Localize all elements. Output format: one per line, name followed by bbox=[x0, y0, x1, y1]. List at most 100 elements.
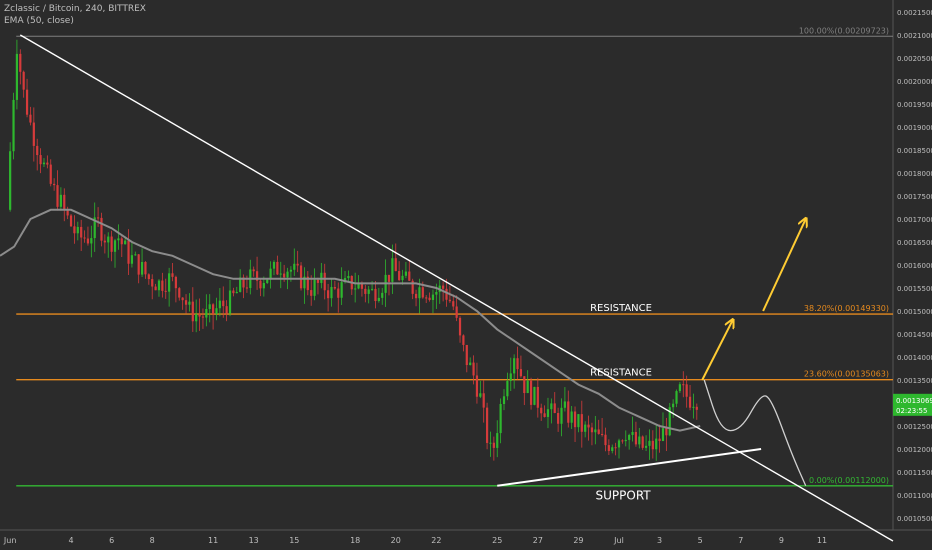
candle-body bbox=[36, 145, 39, 156]
candle-body bbox=[171, 273, 174, 277]
candle-body bbox=[516, 358, 519, 370]
candle-body bbox=[232, 290, 235, 294]
candle-body bbox=[381, 292, 384, 298]
candle-body bbox=[269, 268, 272, 280]
y-tick-label: 0.00135000 bbox=[897, 377, 932, 385]
candle-body bbox=[327, 290, 330, 299]
candle-body bbox=[296, 263, 299, 266]
candle-body bbox=[22, 71, 25, 90]
x-tick-label: 27 bbox=[533, 536, 543, 545]
candle-body bbox=[665, 428, 668, 436]
candle-body bbox=[283, 273, 286, 278]
y-tick-label: 0.00195000 bbox=[897, 101, 932, 109]
candle-body bbox=[107, 236, 110, 243]
candle-body bbox=[536, 386, 539, 408]
candle-body bbox=[658, 438, 661, 442]
candle-body bbox=[313, 279, 316, 296]
candle-body bbox=[117, 238, 120, 241]
resistance-lower-label: RESISTANCE bbox=[590, 367, 652, 378]
candle-body bbox=[69, 215, 73, 227]
candle-body bbox=[628, 434, 631, 440]
candle-body bbox=[255, 271, 259, 281]
candle-body bbox=[222, 300, 225, 307]
candle-body bbox=[540, 407, 543, 414]
candle-body bbox=[685, 384, 688, 397]
y-tick-label: 0.00210000 bbox=[897, 32, 932, 40]
y-tick-label: 0.00150000 bbox=[897, 308, 932, 316]
candle-body bbox=[9, 151, 12, 210]
y-tick-label: 0.00175000 bbox=[897, 193, 932, 201]
candle-body bbox=[567, 401, 570, 423]
candle-body bbox=[404, 271, 408, 276]
candle-body bbox=[239, 277, 242, 292]
candle-body bbox=[482, 393, 485, 408]
candle-body bbox=[228, 290, 232, 314]
candle-body bbox=[354, 288, 357, 290]
candle-body bbox=[303, 276, 306, 289]
candle-body bbox=[655, 438, 658, 450]
y-tick-label: 0.00170000 bbox=[897, 216, 932, 224]
candle-body bbox=[86, 238, 90, 244]
candle-body bbox=[604, 434, 607, 446]
candle-body bbox=[594, 429, 597, 433]
fib-level-label: 38.20%(0.00149330) bbox=[804, 304, 889, 313]
x-tick-label: 5 bbox=[698, 536, 703, 545]
symbol-line: Zclassic / Bitcoin, 240, BITTREX bbox=[4, 4, 146, 14]
candle-body bbox=[49, 164, 52, 184]
candle-body bbox=[621, 440, 624, 442]
candle-body bbox=[83, 237, 86, 239]
candle-body bbox=[127, 240, 130, 264]
candle-body bbox=[215, 308, 218, 314]
y-tick-label: 0.00105000 bbox=[897, 515, 932, 523]
candle-body bbox=[560, 407, 563, 424]
candle-body bbox=[644, 445, 648, 448]
candle-body bbox=[475, 375, 479, 397]
candle-body bbox=[113, 240, 117, 252]
candle-body bbox=[570, 411, 573, 423]
candle-body bbox=[235, 291, 238, 294]
candle-body bbox=[624, 439, 627, 442]
x-tick-label: 11 bbox=[817, 536, 827, 545]
candle-body bbox=[428, 297, 431, 300]
candle-body bbox=[188, 301, 191, 305]
candle-body bbox=[391, 258, 394, 282]
candle-body bbox=[472, 362, 475, 376]
candle-body bbox=[418, 287, 421, 299]
candle-body bbox=[414, 293, 418, 299]
candle-body bbox=[543, 413, 546, 417]
candle-body bbox=[134, 254, 137, 256]
candle-body bbox=[66, 208, 69, 216]
x-tick-label: 29 bbox=[573, 536, 583, 545]
y-tick-label: 0.00155000 bbox=[897, 285, 932, 293]
candle-body bbox=[668, 407, 671, 436]
candle-body bbox=[46, 162, 49, 165]
projection-arrow bbox=[701, 320, 732, 381]
candle-body bbox=[509, 373, 512, 381]
candle-body bbox=[262, 283, 265, 289]
candle-body bbox=[614, 447, 617, 449]
candle-body bbox=[76, 226, 79, 234]
y-tick-label: 0.00140000 bbox=[897, 354, 932, 362]
y-tick-label: 0.00180000 bbox=[897, 170, 932, 178]
candle-body bbox=[201, 316, 205, 318]
candle-body bbox=[479, 393, 482, 397]
candle-body bbox=[272, 261, 276, 269]
candle-body bbox=[563, 401, 566, 408]
candle-body bbox=[120, 238, 123, 245]
candle-body bbox=[154, 286, 157, 291]
candle-body bbox=[137, 254, 140, 275]
candle-body bbox=[661, 428, 665, 442]
candle-body bbox=[333, 287, 336, 289]
candle-body bbox=[340, 282, 343, 298]
indicator-line[interactable]: EMA (50, close) bbox=[4, 16, 74, 26]
candle-body bbox=[337, 288, 340, 298]
candle-body bbox=[648, 440, 651, 446]
candle-body bbox=[455, 306, 458, 318]
candle-body bbox=[53, 183, 56, 186]
candle-body bbox=[19, 53, 22, 72]
fib-level-label: 0.00%(0.00112000) bbox=[809, 476, 889, 485]
candle-body bbox=[431, 294, 435, 300]
candle-body bbox=[584, 424, 587, 432]
